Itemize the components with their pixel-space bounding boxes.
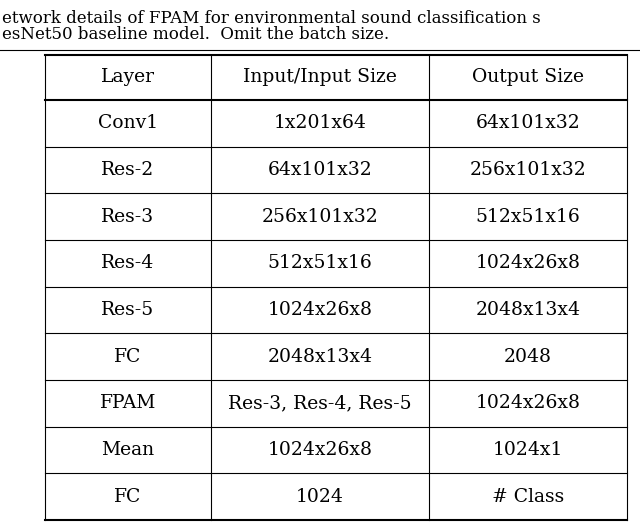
Text: Output Size: Output Size [472,69,584,87]
Text: # Class: # Class [492,488,564,506]
Text: Input/Input Size: Input/Input Size [243,69,397,87]
Text: 1024x26x8: 1024x26x8 [476,394,580,412]
Text: 1024x26x8: 1024x26x8 [268,301,372,319]
Text: Res-5: Res-5 [101,301,155,319]
Text: Res-3: Res-3 [101,207,155,226]
Text: 2048x13x4: 2048x13x4 [476,301,580,319]
Text: etwork details of FPAM for environmental sound classification s: etwork details of FPAM for environmental… [2,10,541,27]
Text: FPAM: FPAM [100,394,156,412]
Text: 256x101x32: 256x101x32 [262,207,378,226]
Text: Layer: Layer [101,69,155,87]
Text: 512x51x16: 512x51x16 [476,207,580,226]
Text: 256x101x32: 256x101x32 [470,161,586,179]
Text: 1024x26x8: 1024x26x8 [268,441,372,459]
Text: esNet50 baseline model.  Omit the batch size.: esNet50 baseline model. Omit the batch s… [2,26,389,43]
Text: Res-2: Res-2 [101,161,155,179]
Text: Res-4: Res-4 [101,254,155,272]
Text: Mean: Mean [101,441,155,459]
Text: 64x101x32: 64x101x32 [476,114,580,132]
Text: 2048x13x4: 2048x13x4 [268,348,372,365]
Text: FC: FC [115,488,141,506]
Text: Conv1: Conv1 [98,114,158,132]
Text: 1024x1: 1024x1 [493,441,563,459]
Text: 1x201x64: 1x201x64 [273,114,367,132]
Text: 64x101x32: 64x101x32 [268,161,372,179]
Text: 2048: 2048 [504,348,552,365]
Text: FC: FC [115,348,141,365]
Text: Res-3, Res-4, Res-5: Res-3, Res-4, Res-5 [228,394,412,412]
Text: 1024: 1024 [296,488,344,506]
Text: 1024x26x8: 1024x26x8 [476,254,580,272]
Text: 512x51x16: 512x51x16 [268,254,372,272]
